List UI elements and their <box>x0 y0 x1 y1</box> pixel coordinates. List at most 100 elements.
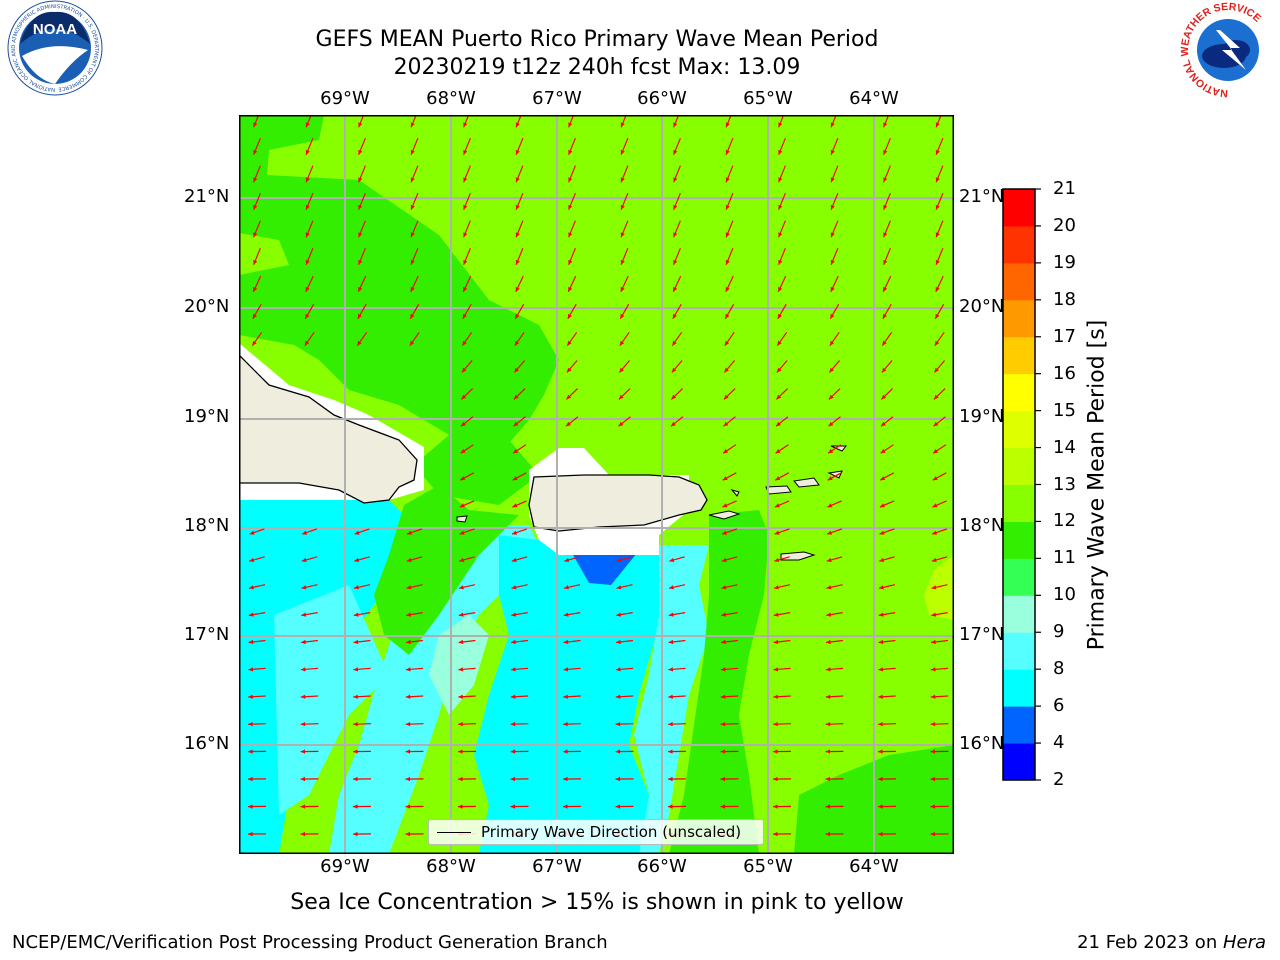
lon-label-bottom: 67°W <box>532 856 582 877</box>
wave-arrow-head <box>406 639 411 645</box>
wave-arrow-head <box>930 831 936 837</box>
colorbar-block <box>1003 632 1035 670</box>
colorbar-tick-label: 14 <box>1053 436 1076 458</box>
wave-arrow-head <box>825 667 831 672</box>
wave-arrow-head <box>301 612 307 617</box>
lon-label-top: 66°W <box>637 88 687 109</box>
colorbar-tick-label: 13 <box>1053 473 1076 495</box>
wave-arrow-head <box>616 585 622 590</box>
wave-arrow-head <box>773 831 778 837</box>
wave-arrow-head <box>302 530 307 535</box>
wave-arrow-head <box>935 286 940 292</box>
period-field-11-12 <box>239 115 559 455</box>
colorbar-block <box>1003 410 1035 449</box>
wave-arrow-head <box>723 394 729 400</box>
wave-arrow-head <box>725 232 730 238</box>
wave-arrow-head <box>358 177 363 183</box>
wave-arrow-head <box>669 557 675 562</box>
colorbar-block <box>1003 484 1035 522</box>
colorbar-block <box>1003 447 1035 485</box>
colorbar-block <box>1003 373 1035 412</box>
wave-arrow-head <box>935 313 940 319</box>
wave-arrow-head <box>721 585 727 590</box>
wave-arrow-head <box>935 149 940 155</box>
wave-arrow-head <box>253 149 258 155</box>
wave-arrow-head <box>512 530 517 535</box>
wave-arrow-head <box>249 557 255 562</box>
wave-arrow-head <box>253 286 258 292</box>
wave-arrow-head <box>827 530 832 535</box>
wave-arrow-head <box>829 367 834 373</box>
wave-arrow-head <box>410 122 415 128</box>
wave-arrow-head <box>776 394 782 400</box>
lat-label-right: 19°N <box>959 406 1005 427</box>
wave-arrow-head <box>353 639 359 645</box>
culebra-island <box>730 489 740 497</box>
wave-arrow-head <box>511 557 517 562</box>
wave-arrow-head <box>830 286 835 292</box>
tortola-island <box>793 477 820 488</box>
wave-arrow-head <box>300 804 306 809</box>
wave-arrow-head <box>410 259 415 265</box>
wave-arrow-head <box>722 476 728 481</box>
wave-arrow-head <box>829 340 835 346</box>
wave-arrow-head <box>354 585 359 590</box>
lat-label-left: 17°N <box>184 624 230 645</box>
wave-arrow-head <box>563 804 568 809</box>
wave-arrow-head <box>305 313 310 319</box>
wave-arrow-head <box>248 776 253 782</box>
wave-arrow-head <box>459 530 465 535</box>
wave-arrow-head <box>461 421 466 427</box>
wave-arrow-head <box>564 557 570 562</box>
lat-label-left: 19°N <box>184 406 230 427</box>
wave-arrow-head <box>934 367 939 373</box>
lon-label-top: 64°W <box>849 88 899 109</box>
wave-arrow-head <box>879 530 885 535</box>
wave-arrow-head <box>249 585 254 590</box>
wave-arrow-head <box>620 259 625 265</box>
wave-arrow-head <box>615 722 621 727</box>
lon-label-bottom: 68°W <box>426 856 476 877</box>
wave-arrow-head <box>563 776 568 782</box>
wave-arrow-head <box>458 776 463 782</box>
wave-arrow-head <box>515 204 520 210</box>
lat-label-right: 17°N <box>959 624 1005 645</box>
wave-arrow-head <box>720 722 726 727</box>
wave-arrow-head <box>300 831 306 837</box>
wave-arrow-head <box>458 639 464 645</box>
wave-arrow-head <box>881 394 887 400</box>
wave-arrow-head <box>406 557 412 562</box>
wave-arrow-head <box>825 804 831 809</box>
wave-arrow-head <box>668 612 674 617</box>
sea-ice-caption: Sea Ice Concentration > 15% is shown in … <box>290 890 904 915</box>
wave-arrow-head <box>775 448 781 454</box>
wave-arrow-head <box>830 149 835 155</box>
wave-arrow-head <box>358 149 363 155</box>
wave-arrow-head <box>463 122 468 128</box>
wave-arrow-head <box>510 667 516 672</box>
wave-arrow-head <box>883 122 888 128</box>
wave-arrow-head <box>358 204 363 210</box>
wave-arrow-head <box>878 831 883 837</box>
wave-arrow-head <box>305 177 310 183</box>
wave-arrow-head <box>673 122 678 128</box>
wave-arrow-head <box>673 149 678 155</box>
wave-arrow-head <box>305 122 310 128</box>
wave-arrow-head <box>249 530 255 535</box>
colorbar-tick-label: 12 <box>1053 510 1076 532</box>
wave-arrow-head <box>513 421 519 427</box>
wave-arrow-head <box>720 804 726 809</box>
wave-arrow-head <box>458 749 463 754</box>
lon-label-top: 68°W <box>426 88 476 109</box>
colorbar-tick-label: 2 <box>1053 769 1065 790</box>
wave-arrow-head <box>775 476 781 481</box>
wave-arrow-head <box>512 476 518 481</box>
wave-arrow-head <box>721 639 726 645</box>
footer-date-text: 21 Feb 2023 on <box>1077 932 1223 953</box>
wave-arrow-head <box>931 585 937 590</box>
wave-arrow-head <box>248 612 254 617</box>
wave-arrow-head <box>253 177 258 183</box>
lon-label-top: 65°W <box>743 88 793 109</box>
wave-arrow-head <box>248 831 253 837</box>
wave-arrow-head <box>511 612 517 617</box>
